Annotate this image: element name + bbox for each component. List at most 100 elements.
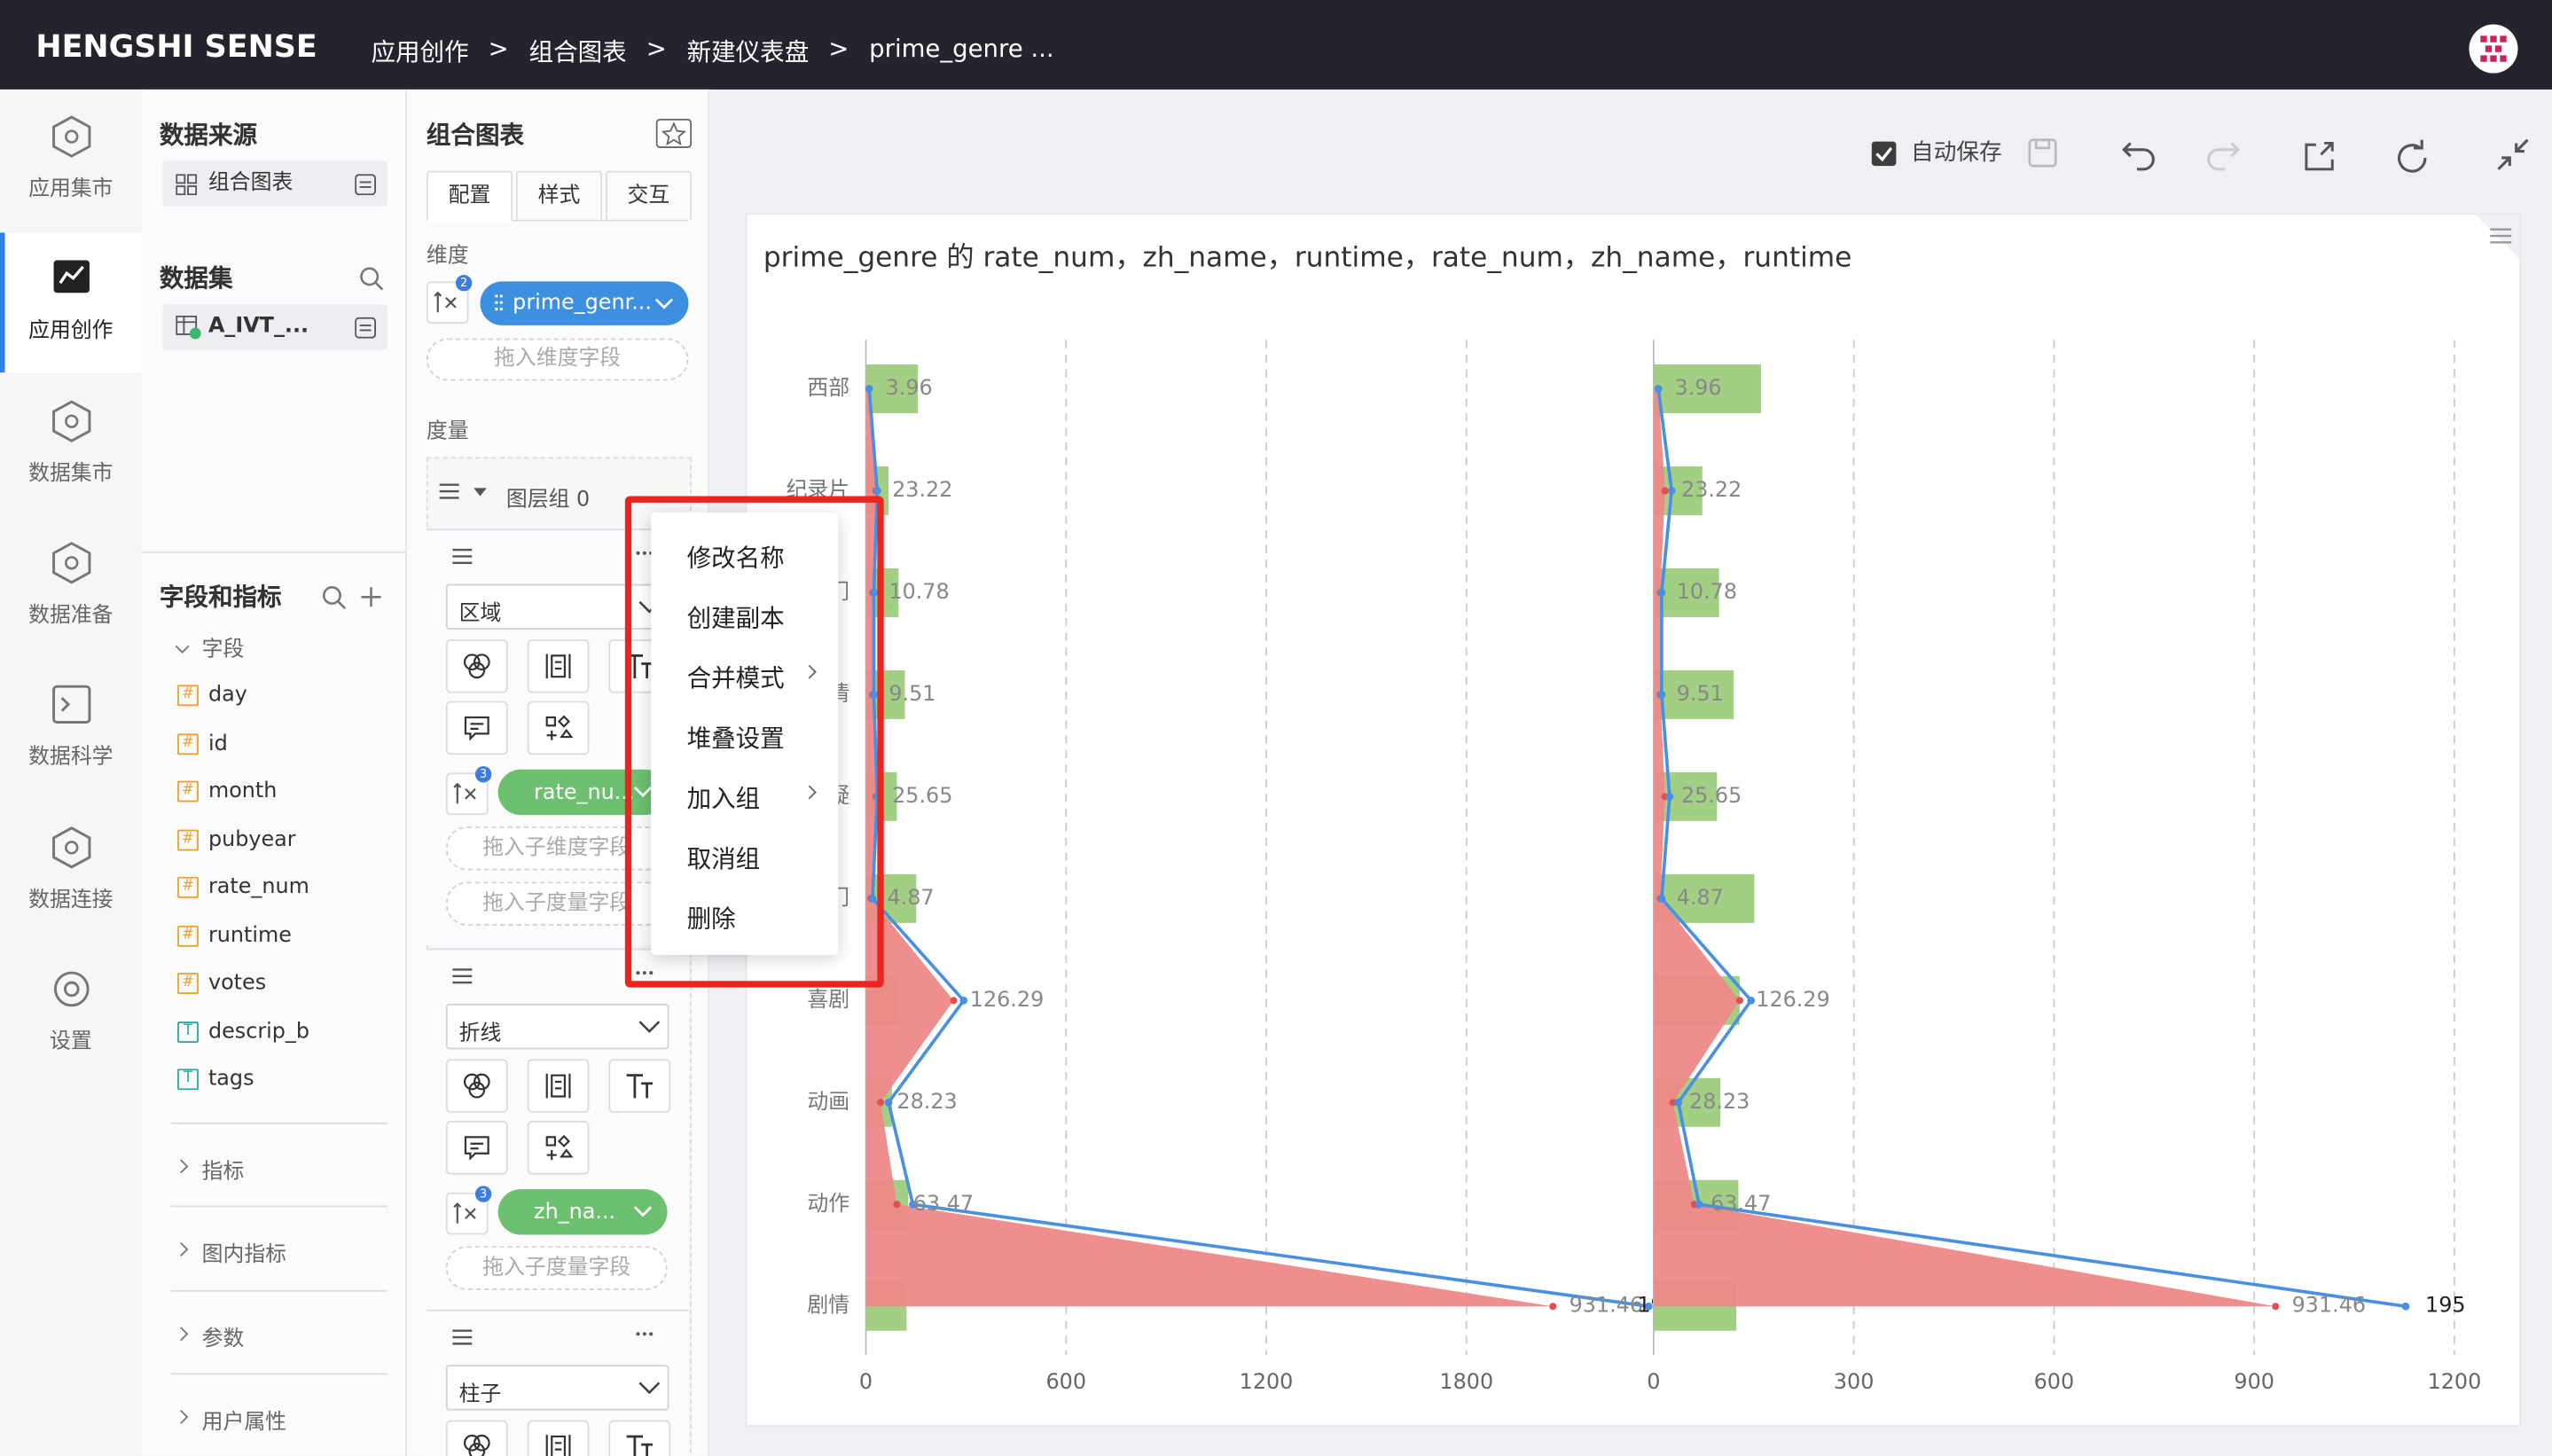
nav-item[interactable]: 应用创作 — [0, 232, 142, 373]
section-label: 度量 — [426, 419, 469, 444]
layer-header-icons[interactable] — [452, 967, 661, 990]
field-name[interactable]: month — [207, 779, 278, 804]
layer-type-select[interactable]: 柱子 — [445, 1365, 669, 1411]
encoding-button[interactable] — [527, 1059, 590, 1113]
line-point — [873, 487, 881, 495]
chart-card: prime_genre 的 rate_num，zh_name，runtime，r… — [745, 213, 2522, 1427]
tab[interactable]: 样式 — [515, 170, 603, 220]
star-button[interactable] — [655, 118, 693, 148]
nav-icon-wrap — [49, 398, 94, 443]
config-content: 2 prime_genr... 拖入维度字段 度量 图层组 0 区域 3 rate_nu...… — [407, 90, 708, 1456]
nav-item[interactable]: 数据科学 — [0, 659, 142, 799]
icon — [545, 1073, 571, 1099]
encoding-button[interactable] — [445, 1121, 508, 1175]
menu-item[interactable]: 取消组 — [651, 830, 838, 879]
group-icons[interactable] — [439, 480, 505, 505]
card-menu-icon[interactable] — [2475, 215, 2520, 259]
breadcrumb-item[interactable]: 应用创作 — [371, 37, 469, 67]
nav-item[interactable]: 数据集市 — [0, 375, 142, 515]
breadcrumb-item[interactable]: 组合图表 — [528, 37, 627, 67]
field-name[interactable]: votes — [207, 971, 267, 996]
breadcrumb-item[interactable]: 新建仪表盘 — [686, 37, 810, 67]
tab[interactable]: 交互 — [605, 170, 693, 220]
autosave-label: 自动保存 — [1910, 139, 2002, 167]
field-type-icon: # — [177, 732, 199, 755]
field-name[interactable]: descrip_b — [207, 1019, 310, 1044]
field-type-icon: # — [177, 924, 199, 946]
dimension-pill[interactable]: prime_genr... — [480, 281, 689, 325]
icon-shape — [626, 1074, 654, 1099]
icon-shape — [464, 716, 489, 741]
icon-shape — [468, 1443, 486, 1456]
more-dot — [636, 1332, 640, 1336]
breadcrumb-item[interactable]: prime_genre ... — [869, 34, 1054, 64]
encoding-button[interactable] — [527, 638, 590, 693]
layer-type-select[interactable]: 区域 — [445, 583, 669, 630]
field-name[interactable]: runtime — [207, 923, 292, 948]
dataset-item[interactable]: A_IVT_... — [162, 304, 387, 350]
drop-placeholder: 拖入子维度字段 — [445, 826, 668, 871]
encoding-button[interactable] — [608, 1420, 671, 1456]
field-name[interactable]: day — [207, 683, 247, 708]
drop-placeholder: 拖入子度量字段 — [445, 1246, 668, 1290]
nav-item[interactable]: 设置 — [0, 943, 142, 1084]
chevron — [180, 1159, 189, 1174]
menu-item[interactable]: 创建副本 — [651, 589, 838, 638]
encoding-button[interactable] — [527, 1121, 590, 1175]
measure-pill[interactable]: zh_na... — [497, 1189, 668, 1235]
search-icon[interactable] — [358, 265, 384, 291]
encoding-button[interactable] — [527, 1420, 590, 1456]
menu-item[interactable]: 修改名称 — [651, 528, 838, 577]
menu-item[interactable]: 删除 — [651, 890, 838, 939]
chevron-wrap — [177, 1156, 191, 1174]
caret — [638, 1382, 661, 1395]
layer-header-icons[interactable] — [452, 1327, 661, 1350]
arrow — [808, 664, 817, 679]
avatar[interactable] — [2468, 23, 2520, 75]
nav-item[interactable]: 应用集市 — [0, 91, 142, 231]
field-name[interactable]: rate_num — [207, 875, 309, 900]
menu-item[interactable]: 堆叠设置 — [651, 709, 838, 758]
encoding-button[interactable] — [608, 1059, 671, 1113]
icon — [545, 1435, 571, 1456]
toolbar-icons[interactable] — [2026, 135, 2531, 174]
field-name[interactable]: id — [207, 731, 228, 756]
nav-item[interactable]: 数据连接 — [0, 802, 142, 942]
autosave-checkbox[interactable] — [1871, 141, 1897, 167]
icon-shape — [468, 661, 486, 679]
chart: prime_genre 的 rate_num，zh_name，runtime，r… — [763, 215, 2520, 1394]
section-label[interactable]: 图内指标 — [201, 1243, 287, 1268]
encoding-button[interactable] — [445, 638, 508, 693]
nav-item[interactable]: 数据准备 — [0, 517, 142, 657]
x-tick-label: 1200 — [1240, 1369, 1294, 1394]
field-name[interactable]: tags — [207, 1067, 254, 1092]
encoding-button[interactable] — [527, 701, 590, 755]
data-label: 9.51 — [1677, 681, 1724, 706]
layer-header-icons[interactable] — [452, 546, 661, 569]
group-label[interactable]: 字段 — [201, 638, 245, 662]
field-actions[interactable] — [321, 584, 393, 610]
encoding-button[interactable] — [445, 1059, 508, 1113]
section-label[interactable]: 用户属性 — [201, 1410, 287, 1435]
category-label: 动画 — [807, 1089, 849, 1114]
nav-icon-wrap — [49, 824, 94, 869]
field-name[interactable]: pubyear — [207, 826, 296, 852]
encoding-button[interactable] — [445, 701, 508, 755]
badge: 3 — [474, 766, 492, 783]
measure-pill[interactable]: rate_nu... — [497, 769, 668, 816]
area — [865, 388, 1554, 1307]
icon-shape — [463, 1434, 481, 1452]
line-point — [1657, 690, 1666, 699]
tab[interactable]: 配置 — [426, 170, 513, 222]
chevron-line — [180, 1409, 189, 1424]
data-label: 28.23 — [1689, 1089, 1750, 1114]
check-mark — [1875, 146, 1893, 162]
section-label[interactable]: 指标 — [201, 1160, 245, 1185]
section-label[interactable]: 参数 — [201, 1327, 245, 1351]
source-item[interactable]: 组合图表 — [162, 160, 387, 207]
nav-label: 数据集市 — [28, 461, 114, 486]
menu-item[interactable]: 加入组 — [651, 770, 838, 818]
layer-type-select[interactable]: 折线 — [445, 1003, 669, 1050]
menu-item[interactable]: 合并模式 — [651, 649, 838, 698]
encoding-button[interactable] — [445, 1420, 508, 1456]
